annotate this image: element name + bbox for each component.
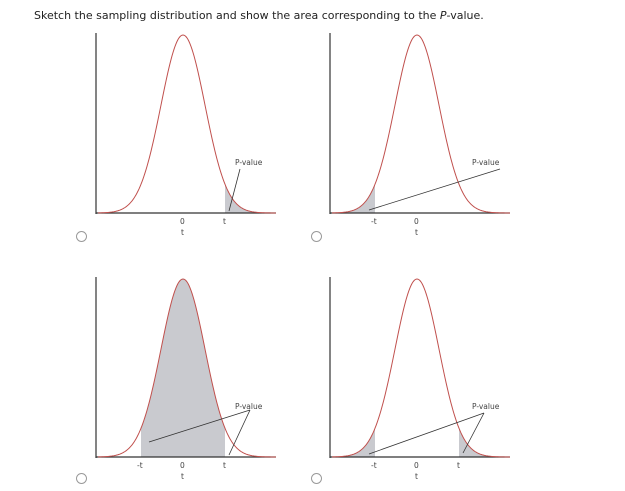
plot-option-a: P-value 0 t t (88, 30, 278, 237)
tail-tick-label: t (223, 217, 226, 226)
question-p-italic: P (439, 9, 447, 22)
tail-tick-label: -t (137, 461, 143, 470)
question-prefix: Sketch the sampling distribution and sho… (34, 9, 440, 22)
pvalue-pointer-line (228, 168, 241, 212)
t-axis-label: t (415, 228, 418, 237)
tail-tick-label: t (223, 461, 226, 470)
radio-option-b[interactable] (311, 231, 322, 242)
tail-tick-label: -t (371, 461, 377, 470)
pvalue-shaded-area (225, 184, 276, 213)
pvalue-label: P-value (472, 158, 500, 167)
radio-option-a[interactable] (76, 231, 87, 242)
t-axis-label: t (181, 472, 184, 481)
t-axis-label: t (415, 472, 418, 481)
tail-tick-label: -t (371, 217, 377, 226)
sampling-distribution-chart: P-value 0 t -t t (329, 277, 511, 481)
pvalue-pointer-line (148, 409, 251, 443)
sampling-distribution-chart: P-value 0 t -t (329, 33, 511, 237)
pvalue-pointer-line (228, 409, 251, 456)
density-curve (97, 278, 277, 458)
pvalue-shaded-area (459, 428, 510, 457)
pvalue-label: P-value (472, 402, 500, 411)
density-curve (331, 34, 511, 214)
tail-tick-label: t (457, 461, 460, 470)
plot-option-d: P-value 0 t -t t (322, 274, 512, 481)
zero-tick-label: 0 (180, 217, 185, 226)
sampling-distribution-chart: P-value 0 t -t t (95, 277, 277, 481)
radio-option-d[interactable] (311, 473, 322, 484)
pvalue-label: P-value (235, 402, 263, 411)
plot-option-c: P-value 0 t -t t (88, 274, 278, 481)
pvalue-shaded-area (332, 184, 375, 213)
radio-option-c[interactable] (76, 473, 87, 484)
pvalue-pointer-line (368, 168, 501, 211)
density-curve (97, 34, 277, 214)
pvalue-shaded-area (141, 279, 225, 457)
zero-tick-label: 0 (414, 461, 419, 470)
density-curve (331, 278, 511, 458)
t-axis-label: t (181, 228, 184, 237)
zero-tick-label: 0 (180, 461, 185, 470)
sampling-distribution-chart: P-value 0 t t (95, 33, 277, 237)
pvalue-pointer-line (462, 412, 485, 454)
question-text: Sketch the sampling distribution and sho… (34, 8, 484, 23)
zero-tick-label: 0 (414, 217, 419, 226)
pvalue-pointer-line (368, 412, 485, 455)
plot-option-b: P-value 0 t -t (322, 30, 512, 237)
pvalue-label: P-value (235, 158, 263, 167)
question-suffix: -value. (446, 9, 484, 22)
pvalue-shaded-area (332, 428, 375, 457)
